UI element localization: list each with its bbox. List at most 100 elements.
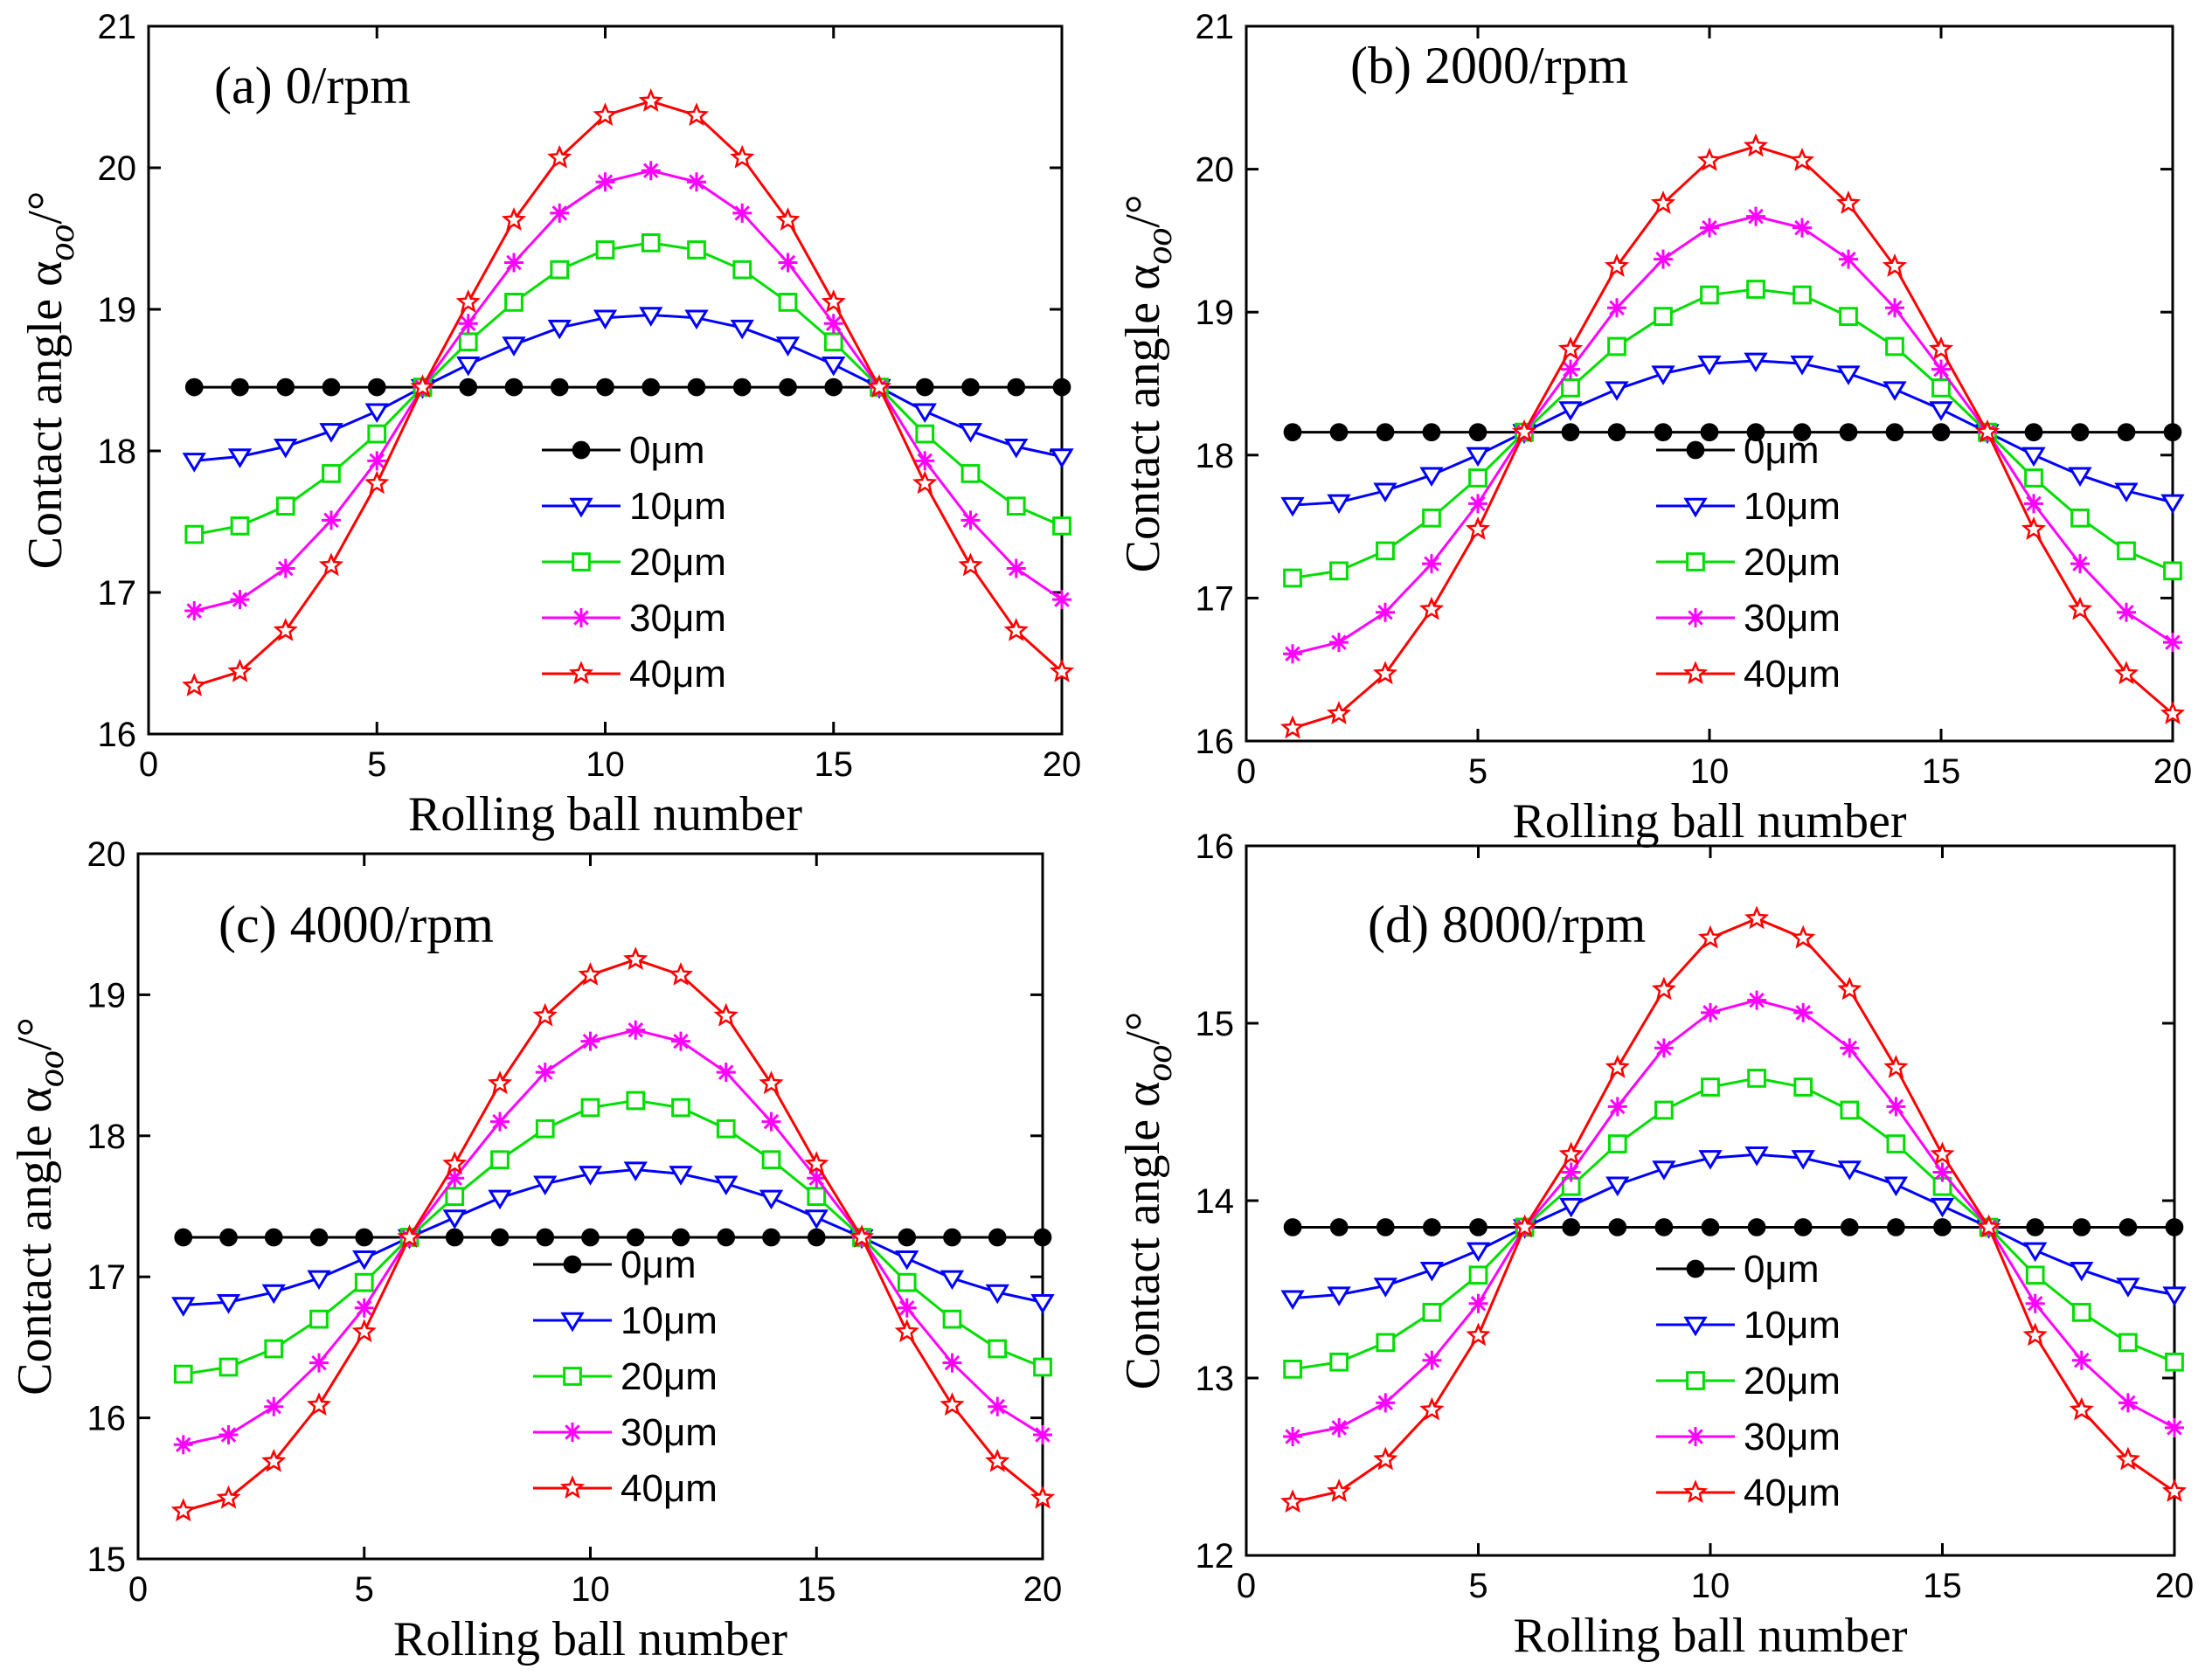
data-point	[2165, 1417, 2184, 1437]
data-point	[1033, 1228, 1052, 1247]
y-axis-title: Contact angle αoo/°	[18, 191, 82, 570]
data-point	[912, 470, 938, 495]
data-point	[264, 1228, 283, 1247]
data-point	[2067, 596, 2093, 620]
series-line	[1292, 999, 2175, 1438]
data-point	[367, 424, 387, 444]
data-point	[1561, 359, 1580, 379]
data-point	[1790, 355, 1814, 376]
data-point	[218, 1424, 239, 1444]
data-point	[1654, 307, 1673, 326]
data-point	[1329, 1352, 1349, 1372]
data-point	[1791, 925, 1816, 949]
data-point	[2023, 1242, 2048, 1263]
data-point	[2165, 1352, 2184, 1372]
data-point	[915, 424, 935, 444]
data-point	[1422, 1350, 1442, 1370]
x-tick-label: 10	[586, 745, 625, 784]
data-point	[988, 1228, 1007, 1247]
panel-title: (b) 2000/rpm	[1350, 37, 1628, 94]
data-point	[1329, 1218, 1349, 1236]
data-point	[1793, 1002, 1813, 1022]
data-point	[488, 1189, 512, 1210]
data-point	[687, 172, 706, 192]
data-point	[1698, 1150, 1723, 1170]
data-point	[1007, 377, 1026, 397]
data-point	[1929, 401, 1953, 421]
y-tick-label: 16	[87, 1400, 127, 1438]
data-point	[1607, 423, 1626, 441]
legend-label: 30μm	[1744, 1416, 1841, 1458]
data-point	[985, 1448, 1010, 1472]
data-point	[1697, 925, 1723, 949]
data-point	[1605, 381, 1629, 401]
data-point	[687, 377, 706, 397]
series-0um	[1283, 423, 2182, 441]
data-point	[1696, 147, 1723, 171]
data-point	[866, 374, 892, 398]
data-point	[1607, 1134, 1627, 1153]
data-point	[1654, 1100, 1674, 1120]
series-line	[1292, 144, 2174, 730]
data-point	[306, 1392, 332, 1416]
data-point	[1052, 377, 1071, 397]
data-point	[1744, 352, 1768, 373]
data-point	[1033, 1357, 1052, 1377]
legend: 0μm 10μm 20μm 30μm 40μm	[542, 429, 726, 696]
data-point	[1329, 633, 1349, 653]
data-point	[504, 293, 524, 312]
data-point	[2071, 1350, 2091, 1370]
data-point	[1654, 1038, 1674, 1058]
data-point	[641, 161, 661, 181]
legend-label: 0μm	[1744, 429, 1819, 472]
data-point	[456, 356, 481, 377]
data-point	[367, 377, 386, 397]
data-point	[595, 240, 615, 260]
data-point	[580, 1031, 600, 1051]
data-point	[732, 260, 752, 280]
data-point	[309, 1309, 329, 1329]
series-line	[183, 958, 1044, 1513]
data-point	[1887, 1218, 1905, 1236]
data-point	[1928, 336, 1954, 360]
data-point	[504, 253, 524, 273]
data-point	[1931, 423, 1951, 441]
data-point	[536, 1228, 555, 1247]
data-point	[623, 946, 648, 971]
data-point	[275, 496, 295, 516]
x-tick-label: 20	[1023, 1570, 1063, 1609]
data-point	[352, 1250, 377, 1271]
x-tick-label: 5	[1468, 1567, 1487, 1605]
data-point	[230, 590, 250, 610]
data-point	[218, 1357, 239, 1377]
data-point	[216, 1294, 241, 1314]
data-point	[593, 102, 618, 127]
data-point	[988, 1339, 1008, 1359]
data-point	[1608, 1218, 1627, 1236]
data-point	[1743, 133, 1769, 157]
series-line	[193, 100, 1064, 688]
data-point	[1030, 1485, 1056, 1509]
series-20um	[1283, 280, 2182, 588]
data-point	[1052, 516, 1071, 536]
data-point	[171, 1297, 196, 1317]
data-point	[578, 1166, 603, 1186]
legend-label: 20μm	[1744, 1360, 1841, 1402]
data-point	[626, 1228, 645, 1247]
y-tick-label: 16	[1196, 828, 1235, 866]
data-point	[1468, 494, 1487, 514]
data-point	[1329, 1417, 1349, 1437]
data-point	[943, 1228, 961, 1247]
legend: 0μm 10μm 20μm 30μm 40μm	[533, 1243, 718, 1510]
data-point	[1326, 701, 1352, 724]
data-point	[261, 1284, 286, 1305]
data-point	[671, 1031, 690, 1051]
data-point	[319, 423, 343, 443]
legend-label: 10μm	[1744, 485, 1841, 528]
data-point	[1422, 1303, 1442, 1322]
legend-marker	[563, 1367, 582, 1386]
data-point	[668, 961, 694, 986]
data-point	[683, 102, 710, 127]
y-tick-label: 17	[1196, 579, 1235, 618]
y-tick-label: 18	[1196, 437, 1235, 475]
